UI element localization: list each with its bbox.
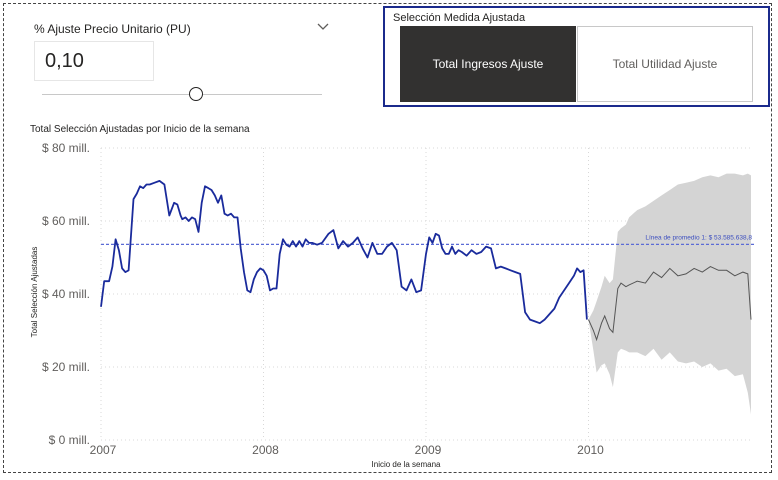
report-frame (3, 3, 772, 473)
slider-thumb[interactable] (189, 87, 203, 101)
y-tick-label: $ 60 mill. (42, 214, 90, 228)
option-total-ingresos-ajuste[interactable]: Total Ingresos Ajuste (400, 26, 576, 102)
forecast-band-layer (588, 173, 751, 415)
x-tick-label: 2008 (252, 443, 279, 457)
slicer-title: % Ajuste Precio Unitario (PU) (34, 22, 191, 36)
chart-title: Total Selección Ajustadas por Inicio de … (30, 124, 250, 135)
forecast-line (588, 266, 752, 342)
gridlines (100, 147, 751, 441)
actual-series-line (100, 179, 588, 325)
series-layer (100, 179, 755, 342)
y-tick-label: $ 40 mill. (42, 287, 90, 301)
slicer-value: 0,10 (45, 50, 84, 72)
measure-selector-title: Selección Medida Ajustada (393, 12, 526, 24)
average-line-label: Línea de promedio 1: $ 53.585.638,8 (645, 234, 752, 241)
forecast-confidence-band (588, 173, 751, 415)
axis-labels: $ 0 mill. $ 20 mill. $ 40 mill. $ 60 mill. $… (30, 141, 752, 469)
x-tick-label: 2007 (90, 443, 117, 457)
slider-track[interactable] (42, 94, 322, 95)
y-tick-label: $ 20 mill. (42, 360, 90, 374)
option-total-utilidad-ajuste[interactable]: Total Utilidad Ajuste (577, 26, 753, 102)
pu-adjust-slicer: % Ajuste Precio Unitario (PU) 0,10 (28, 14, 338, 114)
y-axis-title: Total Selección Ajustadas (30, 247, 39, 338)
x-tick-label: 2009 (415, 443, 442, 457)
x-axis-title: Inicio de la semana (372, 460, 441, 469)
y-tick-label: $ 80 mill. (42, 141, 90, 155)
chevron-down-icon[interactable] (316, 20, 330, 34)
slicer-value-input[interactable]: 0,10 (34, 41, 154, 81)
y-tick-label: $ 0 mill. (49, 433, 90, 447)
x-tick-label: 2010 (577, 443, 604, 457)
measure-selector: Selección Medida Ajustada Total Ingresos… (383, 6, 770, 107)
